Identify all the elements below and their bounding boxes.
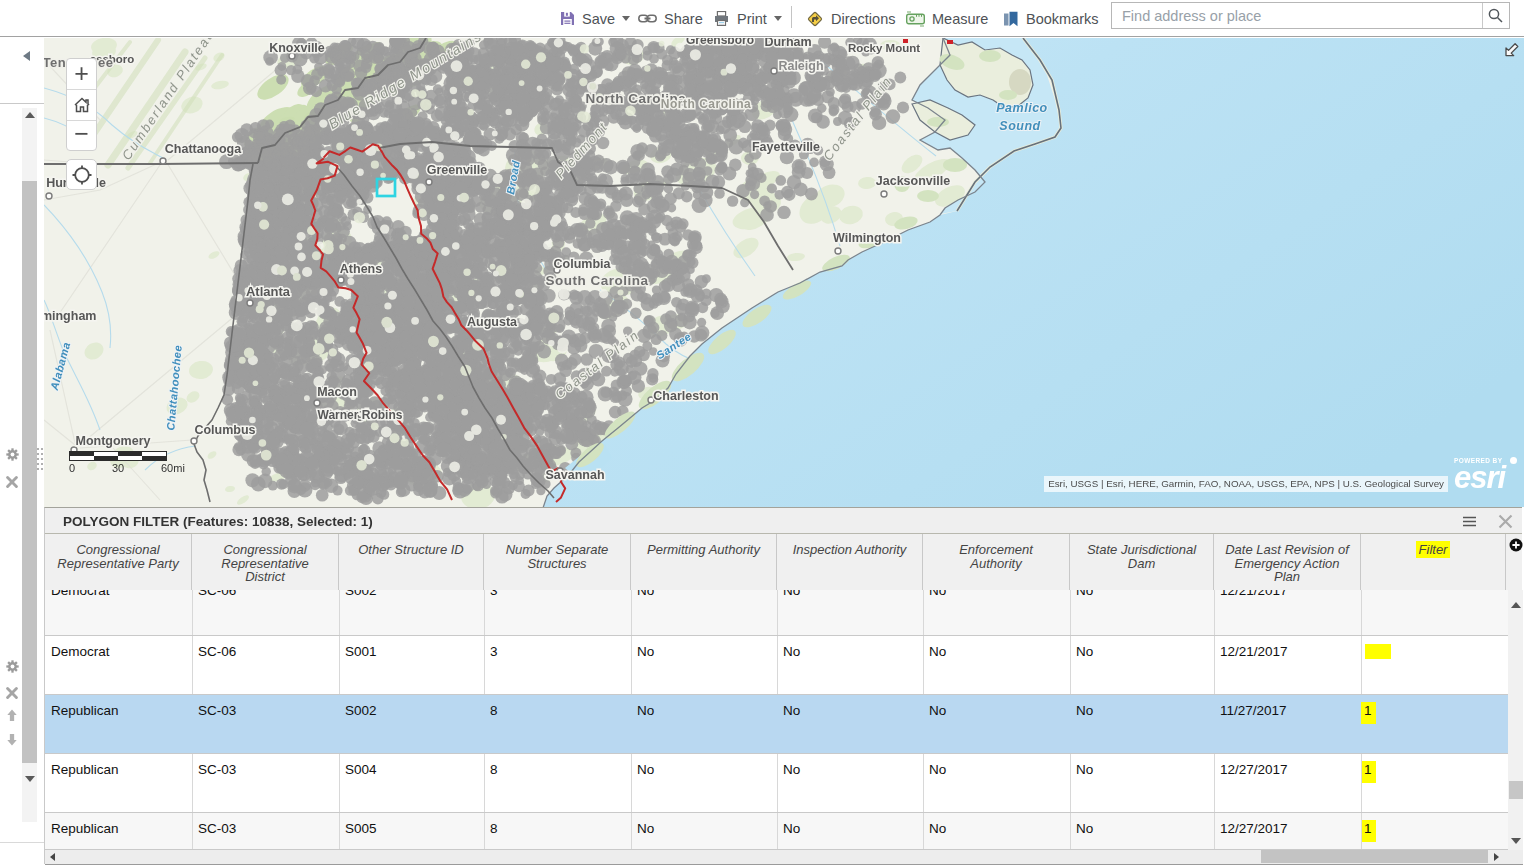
svg-text:Fayetteville: Fayetteville	[752, 140, 820, 154]
svg-text:Greensboro: Greensboro	[686, 38, 754, 47]
svg-text:Greenville: Greenville	[427, 163, 487, 177]
svg-text:Chattanooga: Chattanooga	[165, 142, 242, 156]
svg-text:Wilmington: Wilmington	[833, 231, 901, 245]
svg-text:Jacksonville: Jacksonville	[876, 174, 950, 188]
svg-text:Macon: Macon	[317, 385, 357, 399]
svg-text:Montgomery: Montgomery	[76, 434, 151, 448]
svg-text:Savannah: Savannah	[545, 468, 604, 482]
svg-text:Columbia: Columbia	[554, 257, 612, 271]
svg-text:Athens: Athens	[340, 262, 382, 276]
svg-text:Birmingham: Birmingham	[44, 309, 96, 323]
svg-text:Atlanta: Atlanta	[246, 284, 291, 299]
svg-text:Charleston: Charleston	[653, 389, 718, 403]
svg-text:Pamlico: Pamlico	[996, 101, 1047, 115]
svg-text:South Carolina: South Carolina	[545, 273, 648, 288]
svg-text:Sound: Sound	[999, 119, 1040, 133]
svg-text:Knoxville: Knoxville	[269, 41, 325, 55]
svg-text:Columbus: Columbus	[194, 423, 255, 437]
svg-text:Durham: Durham	[764, 38, 811, 49]
svg-text:Augusta: Augusta	[467, 315, 518, 329]
svg-text:North Carolina: North Carolina	[661, 97, 751, 111]
svg-text:Rocky Mount: Rocky Mount	[848, 42, 920, 54]
svg-text:Warner Robins: Warner Robins	[318, 408, 403, 422]
svg-text:Raleigh: Raleigh	[778, 59, 823, 73]
